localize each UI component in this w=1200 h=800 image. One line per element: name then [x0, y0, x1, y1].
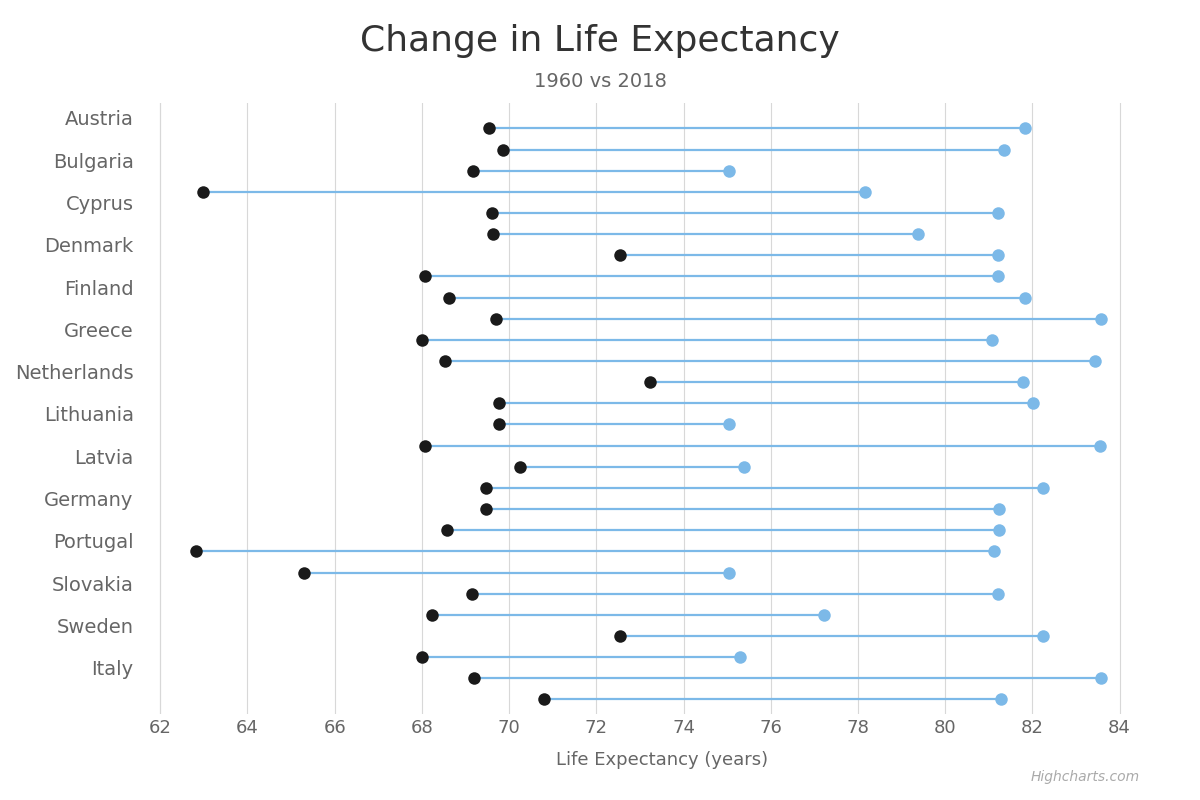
- Point: [985, 545, 1004, 558]
- Point: [719, 566, 738, 579]
- Point: [1091, 672, 1110, 685]
- Point: [989, 249, 1008, 262]
- Point: [989, 270, 1008, 283]
- Point: [436, 354, 455, 367]
- Point: [995, 143, 1014, 156]
- Point: [463, 164, 482, 177]
- Point: [1024, 397, 1043, 410]
- Point: [990, 502, 1009, 515]
- Point: [1013, 376, 1032, 389]
- Point: [983, 334, 1002, 346]
- Point: [734, 460, 754, 473]
- Point: [476, 502, 496, 515]
- Point: [1033, 630, 1052, 642]
- Point: [989, 206, 1008, 219]
- Point: [415, 270, 434, 283]
- Point: [464, 672, 484, 685]
- Point: [856, 186, 875, 198]
- Point: [989, 587, 1008, 600]
- Point: [476, 482, 496, 494]
- Point: [413, 650, 432, 663]
- Point: [294, 566, 313, 579]
- Point: [1086, 354, 1105, 367]
- Text: Change in Life Expectancy: Change in Life Expectancy: [360, 24, 840, 58]
- Point: [1016, 122, 1036, 134]
- Point: [720, 418, 739, 431]
- Point: [490, 418, 509, 431]
- Point: [494, 143, 514, 156]
- Point: [439, 291, 458, 304]
- Point: [611, 630, 630, 642]
- Point: [1092, 312, 1111, 325]
- X-axis label: Life Expectancy (years): Life Expectancy (years): [556, 751, 768, 769]
- Point: [990, 524, 1009, 537]
- Point: [731, 650, 750, 663]
- Point: [462, 587, 481, 600]
- Point: [720, 164, 739, 177]
- Point: [438, 524, 457, 537]
- Point: [1016, 291, 1036, 304]
- Point: [1033, 482, 1052, 494]
- Point: [482, 228, 502, 241]
- Point: [640, 376, 659, 389]
- Point: [991, 693, 1010, 706]
- Point: [482, 206, 502, 219]
- Point: [815, 609, 834, 622]
- Text: 1960 vs 2018: 1960 vs 2018: [534, 72, 666, 91]
- Point: [193, 186, 212, 198]
- Point: [611, 249, 630, 262]
- Point: [486, 312, 505, 325]
- Point: [187, 545, 206, 558]
- Point: [422, 609, 442, 622]
- Point: [413, 334, 432, 346]
- Point: [908, 228, 928, 241]
- Point: [480, 122, 499, 134]
- Point: [1091, 439, 1110, 452]
- Point: [511, 460, 530, 473]
- Point: [490, 397, 509, 410]
- Text: Highcharts.com: Highcharts.com: [1031, 770, 1140, 784]
- Point: [415, 439, 434, 452]
- Point: [534, 693, 553, 706]
